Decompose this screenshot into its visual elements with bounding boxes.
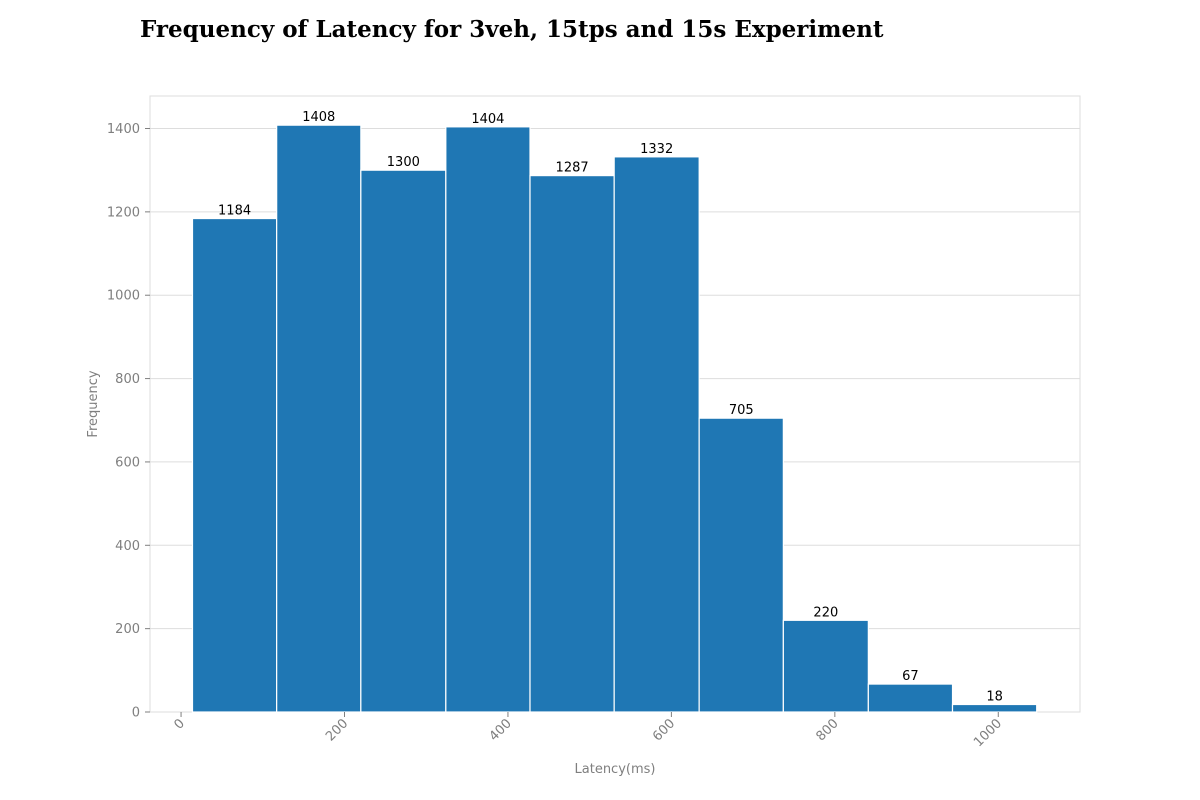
bar-value-label-6: 705 <box>729 403 754 418</box>
bar-3 <box>445 126 531 713</box>
y-tick-label-0: 0 <box>132 706 140 721</box>
bar-1 <box>276 124 362 713</box>
bar-8 <box>867 683 954 713</box>
bar-value-label-8: 67 <box>902 669 919 684</box>
x-tick-label-800: 800 <box>813 716 841 744</box>
bar-6 <box>698 417 784 713</box>
data-labels: 1184 1408 1300 1404 1287 1332 705 220 67 18 <box>218 110 1003 704</box>
bar-0 <box>191 217 278 713</box>
bar-value-label-1: 1408 <box>302 110 335 125</box>
x-tick-label-400: 400 <box>487 716 515 744</box>
y-tick-label-1400: 1400 <box>107 122 140 137</box>
x-tick-label-600: 600 <box>650 716 678 744</box>
x-axis-ticks: 0 200 400 600 800 1000 <box>171 712 1005 750</box>
y-tick-label-200: 200 <box>115 622 140 637</box>
x-tick-label-1000: 1000 <box>971 716 1005 750</box>
bar-9 <box>951 703 1038 713</box>
bar-7 <box>782 619 869 713</box>
bar-value-label-9: 18 <box>986 689 1003 704</box>
bars <box>191 124 1038 713</box>
bar-value-label-7: 220 <box>813 605 838 620</box>
y-axis-ticks: 0 200 400 600 800 1000 1200 1400 <box>107 122 150 721</box>
y-axis-label: Frequency <box>86 370 101 437</box>
bar-value-label-5: 1332 <box>640 142 673 157</box>
y-tick-label-800: 800 <box>115 372 140 387</box>
bar-value-label-2: 1300 <box>387 155 420 170</box>
chart-title: Frequency of Latency for 3veh, 15tps and… <box>140 16 884 43</box>
y-tick-label-1000: 1000 <box>107 289 140 304</box>
x-tick-label-200: 200 <box>323 716 351 744</box>
bar-value-label-3: 1404 <box>471 112 504 127</box>
y-tick-label-1200: 1200 <box>107 205 140 220</box>
bar-4 <box>529 175 615 713</box>
bar-value-label-4: 1287 <box>556 161 589 176</box>
x-axis-label: Latency(ms) <box>575 762 656 777</box>
bar-5 <box>613 156 700 713</box>
bar-value-label-0: 1184 <box>218 204 251 219</box>
bar-2 <box>360 169 447 713</box>
x-tick-label-0: 0 <box>171 716 187 732</box>
y-tick-label-400: 400 <box>115 539 140 554</box>
y-tick-label-600: 600 <box>115 455 140 470</box>
